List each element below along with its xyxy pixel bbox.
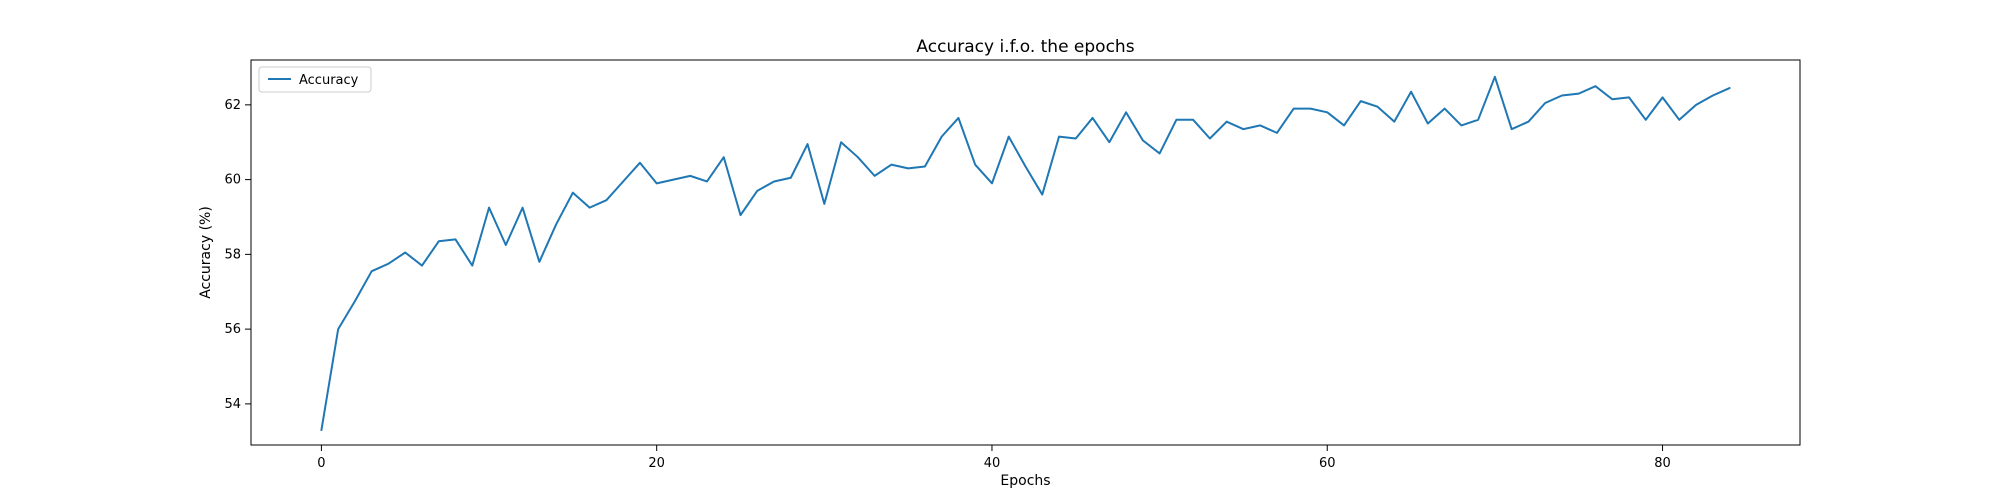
y-axis-label: Accuracy (%) <box>198 206 214 299</box>
x-tick-label-80: 80 <box>1654 456 1671 471</box>
x-axis-ticks: 0 20 40 60 80 <box>317 445 1671 471</box>
legend-entry-accuracy: Accuracy <box>299 73 359 88</box>
x-axis-label: Epochs <box>1000 473 1050 489</box>
legend: Accuracy <box>258 66 372 93</box>
series-layer <box>320 75 1731 432</box>
y-tick-label-60: 60 <box>224 173 241 188</box>
x-tick-label-20: 20 <box>648 456 665 471</box>
plot-frame <box>250 59 1801 446</box>
series-line-accuracy <box>320 75 1731 432</box>
y-tick-label-62: 62 <box>224 98 241 113</box>
y-tick-label-54: 54 <box>224 397 241 412</box>
y-tick-label-58: 58 <box>224 247 241 262</box>
plot-area: 0 20 40 60 80 54 56 58 60 62 <box>224 59 1801 471</box>
legend-box <box>258 66 372 93</box>
chart-title: Accuracy i.f.o. the epochs <box>916 37 1134 57</box>
x-tick-label-60: 60 <box>1319 456 1336 471</box>
x-tick-label-40: 40 <box>984 456 1001 471</box>
y-tick-label-56: 56 <box>224 322 241 337</box>
x-tick-label-0: 0 <box>317 456 325 471</box>
y-axis-ticks: 54 56 58 60 62 <box>224 98 251 412</box>
